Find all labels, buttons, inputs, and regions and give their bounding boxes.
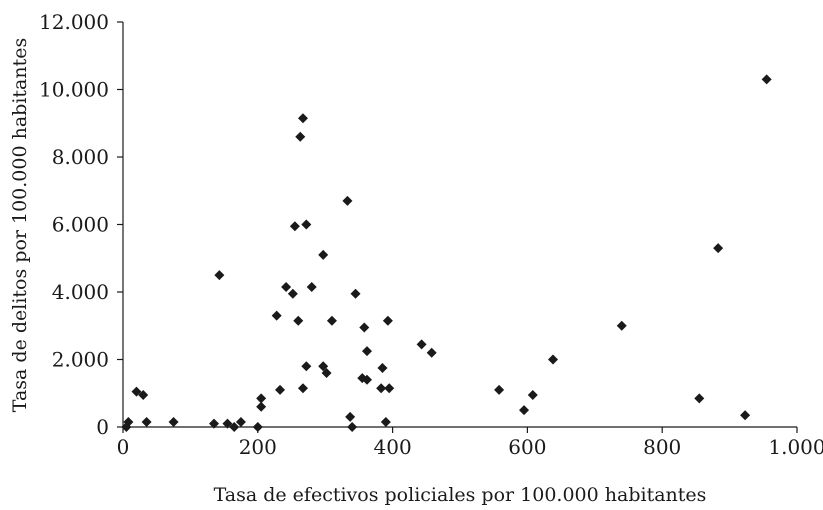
y-tick-label: 2.000 [52,348,109,372]
data-point [208,418,219,429]
data-point [318,249,329,260]
data-point [350,288,361,299]
data-point [321,368,332,378]
data-point [297,383,308,394]
data-point [740,410,751,421]
data-point [694,393,705,404]
data-point [131,386,142,397]
x-tick-label: 800 [643,435,681,459]
data-point [301,219,312,230]
data-point [347,422,358,432]
data-point [271,310,282,321]
data-point [229,422,240,432]
data-point [361,374,372,385]
data-point [318,361,329,372]
y-tick-label: 4.000 [52,280,109,304]
y-tick-label: 10.000 [39,78,109,102]
x-tick-label: 600 [508,435,546,459]
data-point [287,288,298,299]
x-tick-label: 0 [117,435,130,459]
x-axis: 0 200 400 600 800 1.000 [117,426,823,459]
data-point [301,361,312,372]
data-points [121,74,772,432]
data-point [384,383,395,394]
data-point [359,322,370,333]
data-point [616,320,627,331]
data-point [326,315,337,326]
data-point [281,281,292,292]
data-point [376,383,387,394]
x-tick-label: 400 [374,435,412,459]
y-tick-label: 6.000 [52,213,109,237]
data-point [295,131,306,142]
y-tick-label: 8.000 [52,145,109,169]
data-point [275,384,286,395]
data-point [306,281,317,292]
data-point [713,243,724,254]
data-point [256,393,267,404]
data-point [235,416,246,427]
data-point [380,416,391,427]
data-point [138,389,149,400]
data-point [519,405,530,416]
y-tick-label: 12.000 [39,10,109,34]
data-point [548,354,559,365]
data-point [377,362,388,373]
x-axis-title: Tasa de efectivos policiales por 100.000… [214,484,707,506]
data-point [297,113,308,124]
data-point [426,347,437,358]
data-point [289,221,300,232]
x-tick-label: 1.000 [768,435,823,459]
x-tick-label: 200 [239,435,277,459]
y-axis: 0 2.000 4.000 6.000 8.000 10.000 12.000 [39,10,124,439]
data-point [761,74,772,85]
data-point [214,270,225,281]
data-point [342,195,353,206]
data-point [168,416,179,427]
data-point [345,411,356,422]
y-tick-label: 0 [96,415,109,439]
data-point [252,422,263,432]
data-point [527,389,538,400]
data-point [494,384,505,395]
data-point [293,315,304,326]
data-point [222,418,233,429]
data-point [123,416,134,427]
data-point [382,315,393,326]
data-point [361,346,372,357]
data-point [256,401,267,412]
data-point [141,416,152,427]
y-axis-title: Tasa de delitos por 100.000 habitantes [9,38,31,412]
data-point [416,339,427,350]
